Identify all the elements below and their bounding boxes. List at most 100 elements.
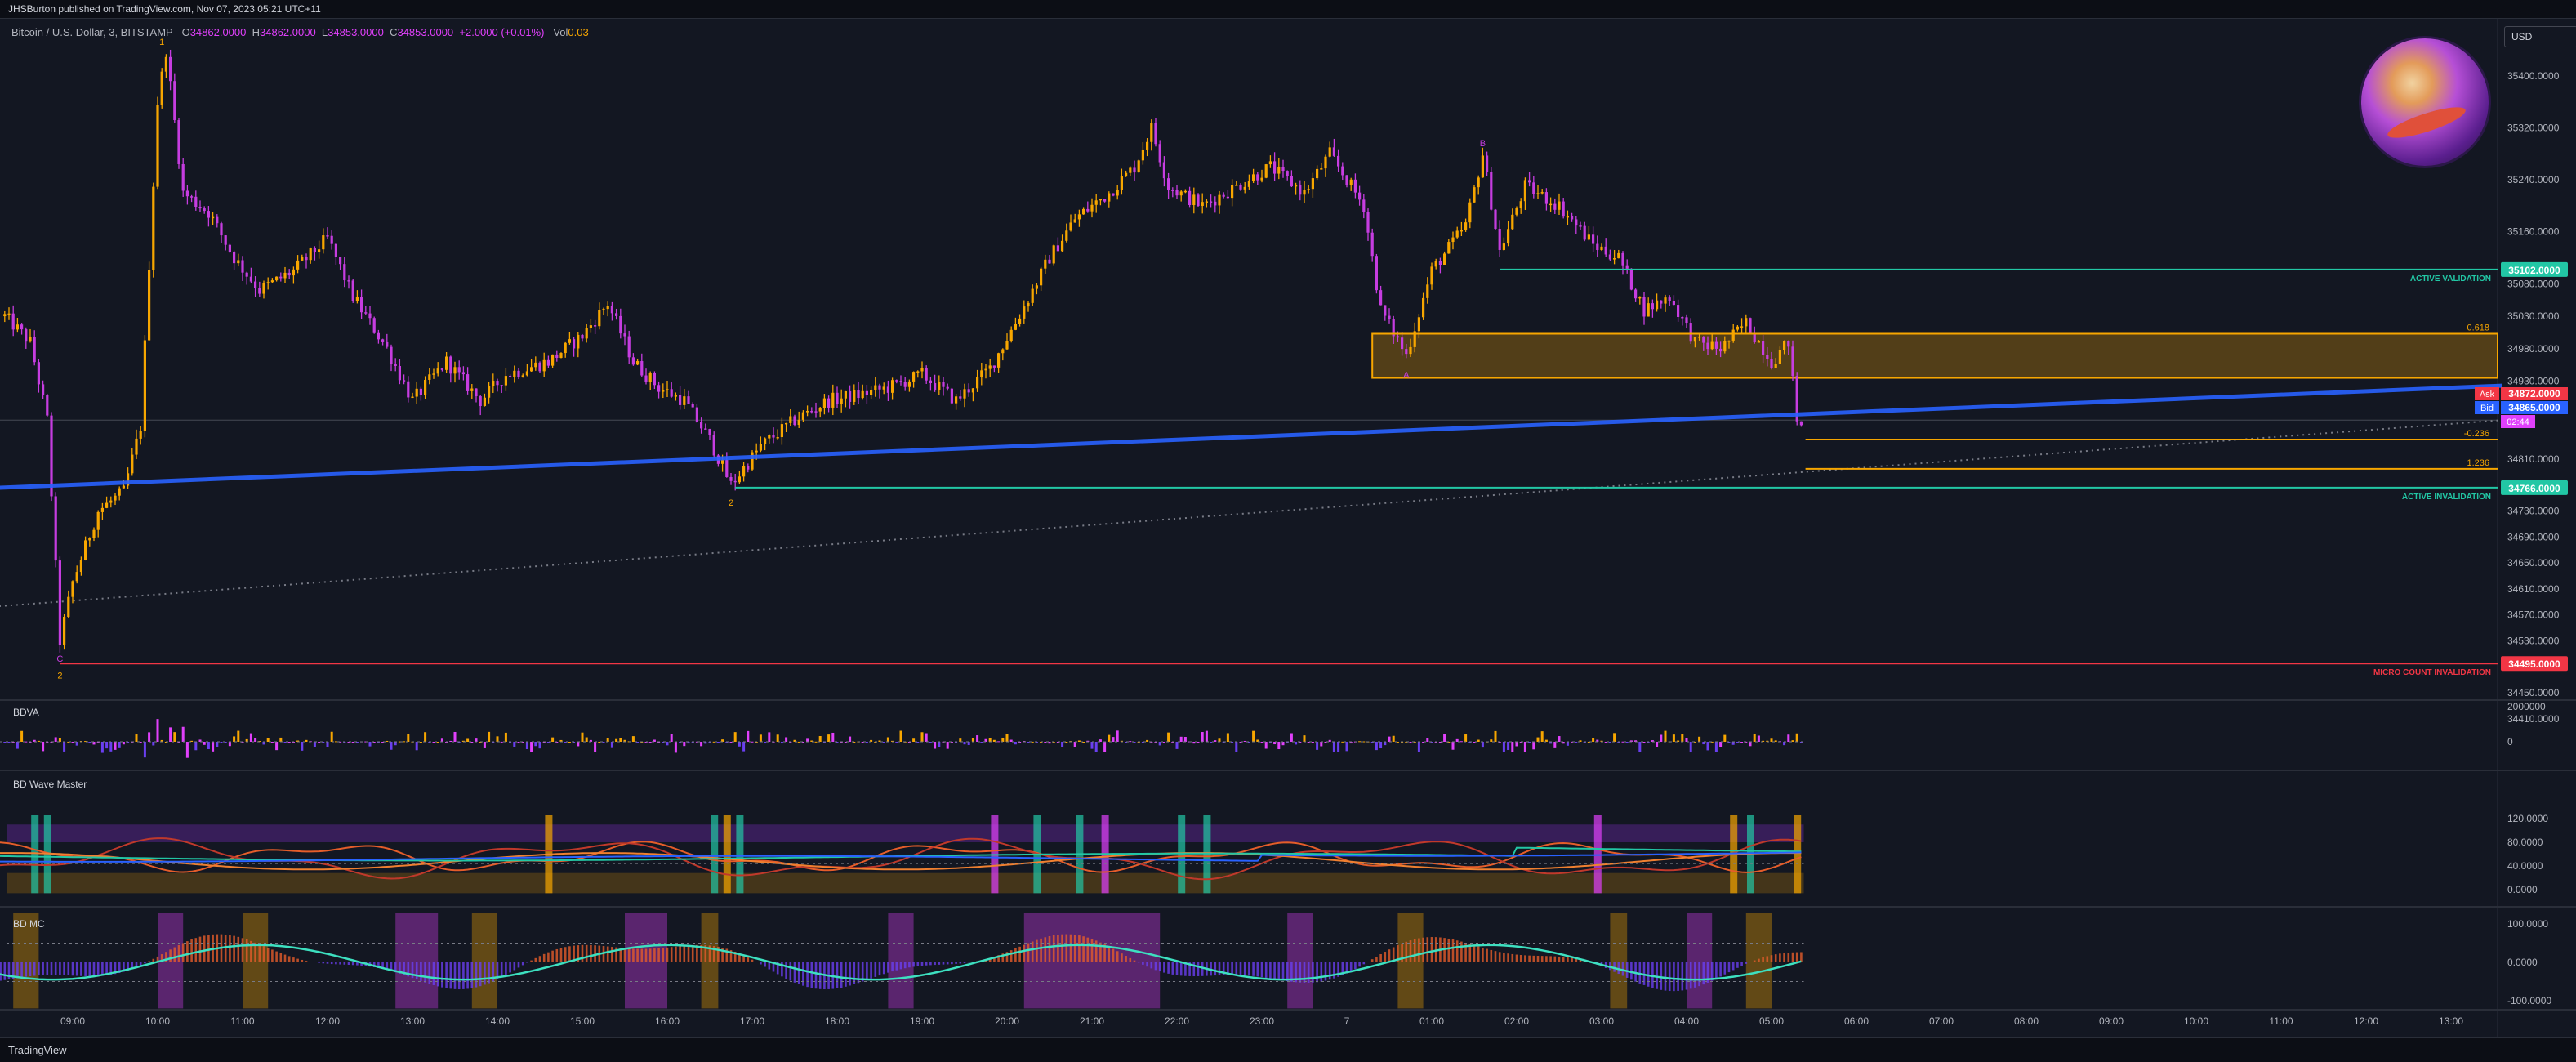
candle-body (878, 386, 880, 390)
mc-hist-bar (1155, 962, 1157, 970)
bdva-bar (271, 742, 274, 743)
bdva-bar (250, 734, 252, 742)
mc-hist-bar (288, 956, 291, 962)
price-axis-tick-10: 34690.0000 (2507, 531, 2560, 542)
candle-body (488, 386, 490, 397)
bdva-bar (63, 742, 65, 752)
price-axis-tick-11: 34650.0000 (2507, 557, 2560, 569)
price-axis-tick-5: 35030.0000 (2507, 310, 2560, 322)
bdva-bar (964, 742, 966, 744)
mc-hist-bar (76, 962, 78, 976)
candle-body (190, 196, 193, 198)
candle-body (1337, 156, 1339, 167)
candle-body (1269, 161, 1272, 164)
bdva-bar (1723, 735, 1726, 742)
wave-label-5: A (1403, 371, 1410, 381)
candle-body (1023, 306, 1025, 319)
candle-body (1065, 230, 1067, 241)
candle-body (1673, 301, 1675, 305)
mc-hist-bar (624, 948, 626, 962)
mc-hist-bar (607, 947, 609, 962)
candle-body (640, 361, 643, 376)
candle-body (573, 339, 575, 348)
candle-body (1125, 173, 1127, 176)
candle-body (1201, 202, 1204, 206)
mc-hist-bar (883, 962, 885, 974)
bdva-bar (947, 742, 949, 749)
candle-body (347, 280, 350, 282)
mc-hist-bar (1134, 961, 1136, 962)
bdva-bar (148, 732, 150, 742)
mc-hist-bar (1023, 945, 1026, 962)
candle-body (760, 444, 762, 451)
candle-body (1605, 247, 1607, 255)
wave-label-1: 2 (729, 498, 733, 508)
bdva-bar (454, 732, 457, 742)
candle-body (1698, 337, 1700, 338)
price-axis-tick-7: 34930.0000 (2507, 376, 2560, 387)
candle-body (428, 374, 430, 380)
candle-body (581, 335, 583, 338)
mc-hist-bar (1116, 951, 1119, 962)
bdva-bar (1393, 736, 1395, 742)
candle-body (1584, 226, 1586, 240)
candle-body (810, 411, 813, 413)
bdva-bar (1341, 742, 1344, 743)
bdva-bar (1749, 742, 1752, 746)
candle-body (1358, 193, 1361, 200)
bdva-bar (267, 738, 270, 742)
candle-body (729, 477, 732, 481)
candle-body (853, 390, 855, 402)
bdva-bar (1108, 735, 1110, 742)
mc-hist-bar (560, 948, 563, 962)
candle-body (1260, 178, 1263, 181)
mc-hist-bar (551, 951, 554, 962)
candle-body (738, 476, 741, 482)
candle-body (870, 390, 872, 395)
candle-body (891, 380, 894, 393)
candle-body (1723, 341, 1726, 351)
candle-body (1511, 215, 1513, 230)
candle-body (1014, 324, 1017, 330)
candle-body (598, 310, 600, 326)
mc-hist-bar (55, 962, 57, 975)
candle-body (80, 560, 82, 572)
mc-hist-bar (1495, 951, 1497, 962)
bdva-bar (738, 742, 741, 747)
wave-label-0: 1 (159, 38, 164, 47)
mc-hist-bar (1167, 962, 1170, 974)
candle-body (3, 314, 6, 316)
high-label: H (252, 26, 260, 38)
candle-body (644, 376, 647, 382)
change-value: +2.0000 (+0.01%) (459, 26, 544, 38)
candle-body (1086, 209, 1089, 212)
candle-body (1634, 290, 1637, 299)
bdva-bar (1192, 742, 1195, 743)
mc-hist-bar (1554, 957, 1557, 962)
mc-hist-bar (1146, 962, 1148, 966)
candle-body (1281, 167, 1284, 171)
bdva-bar (849, 737, 851, 742)
bdva-bar (742, 742, 745, 752)
candle-body (1188, 191, 1191, 205)
mc-hist-bar (917, 962, 920, 966)
mc-hist-bar (611, 947, 613, 962)
currency-selector[interactable]: USD (2504, 26, 2576, 47)
mc-hist-bar (72, 962, 74, 975)
candle-body (916, 371, 919, 373)
mc-hist-bar (327, 962, 329, 964)
bdva-bar (203, 742, 206, 745)
bdva-bar (582, 733, 584, 742)
candle-body (1018, 319, 1021, 324)
candle-body (1664, 297, 1666, 303)
mc-hist-bar (684, 946, 686, 962)
mc-hist-bar (688, 945, 690, 962)
mc-hist-bar (943, 962, 945, 965)
candle-body (1536, 193, 1539, 194)
mc-hist-bar (798, 962, 800, 984)
candle-body (1308, 189, 1310, 190)
mc-hist-bar (68, 962, 70, 975)
mc-hist-bar (1082, 936, 1085, 962)
candle-body (989, 365, 992, 368)
